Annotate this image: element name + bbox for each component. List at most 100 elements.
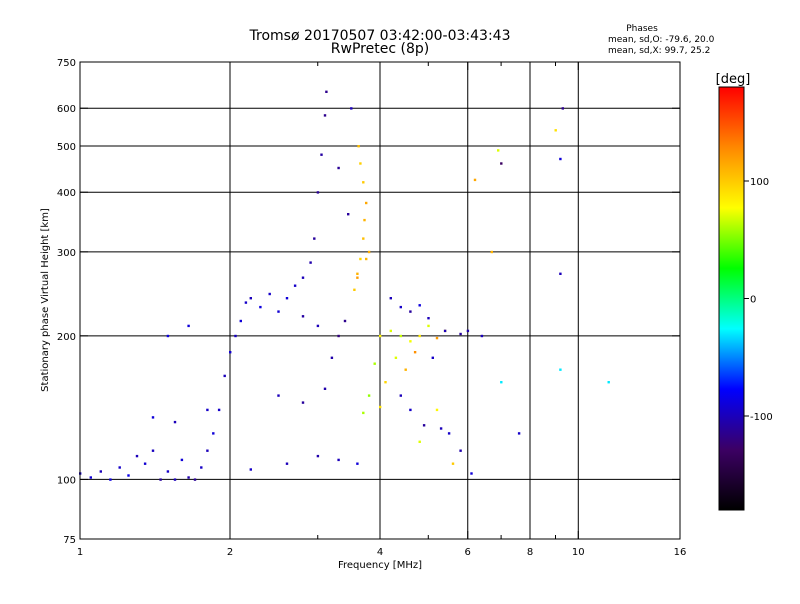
phase-stats-x: mean, sd,X: 99.7, 25.2 xyxy=(608,46,710,56)
data-point xyxy=(418,304,421,307)
colorbar-gradient xyxy=(718,86,745,511)
colorbar-tick-label: -100 xyxy=(750,412,773,423)
data-point xyxy=(323,114,327,117)
data-point xyxy=(356,272,359,275)
data-point xyxy=(554,129,557,132)
data-point xyxy=(404,368,407,371)
data-point xyxy=(337,166,340,170)
data-point xyxy=(353,288,356,291)
data-point xyxy=(607,381,610,384)
data-point xyxy=(316,191,320,194)
data-point xyxy=(337,458,340,462)
data-point xyxy=(451,462,455,465)
data-point xyxy=(229,351,232,354)
data-point xyxy=(418,334,421,338)
x-tick-label: 2 xyxy=(227,547,233,558)
data-point xyxy=(362,411,365,415)
data-point xyxy=(223,374,226,378)
data-point xyxy=(244,301,248,304)
data-point xyxy=(399,394,402,397)
data-point xyxy=(109,478,112,481)
data-point xyxy=(473,178,477,182)
data-point xyxy=(249,297,252,300)
data-point xyxy=(422,424,426,427)
x-tick-label: 4 xyxy=(377,547,383,558)
colorbar-tick-label: 100 xyxy=(750,177,769,188)
x-tick-label: 8 xyxy=(527,547,533,558)
data-point xyxy=(427,317,430,320)
data-point xyxy=(365,257,368,261)
grid-lines xyxy=(80,62,680,539)
x-axis-label: Frequency [MHz] xyxy=(338,560,422,571)
y-tick-label: 750 xyxy=(57,58,76,69)
data-point xyxy=(439,427,443,430)
data-point xyxy=(470,472,473,475)
data-point xyxy=(435,408,439,412)
data-point xyxy=(293,284,297,287)
data-point xyxy=(212,432,215,435)
data-point xyxy=(384,381,387,384)
data-point xyxy=(490,250,493,254)
data-point xyxy=(365,201,368,205)
data-point xyxy=(559,157,562,161)
data-point xyxy=(330,356,334,359)
data-point xyxy=(367,250,371,254)
data-point xyxy=(187,324,190,328)
data-point xyxy=(356,462,359,465)
data-point xyxy=(459,332,462,336)
data-point xyxy=(559,272,562,275)
data-point xyxy=(480,334,484,338)
colorbar-label: [deg] xyxy=(716,72,751,87)
data-point xyxy=(379,334,382,338)
data-point xyxy=(173,478,177,481)
data-point xyxy=(127,474,130,477)
data-point xyxy=(561,107,564,110)
y-tick-label: 400 xyxy=(57,188,76,199)
y-axis-label: Stationary phase Virtual Height [km] xyxy=(40,208,51,392)
axis-ticks: 1 2 4 6 8 10 16 75 100 200 300 400 500 600 750 xyxy=(57,58,686,558)
data-point xyxy=(409,408,412,412)
data-point xyxy=(459,449,462,452)
y-tick-label: 300 xyxy=(57,248,76,259)
data-point xyxy=(500,162,503,165)
data-point xyxy=(413,351,417,354)
y-tick-label: 75 xyxy=(63,535,76,546)
data-point xyxy=(399,334,402,338)
y-tick-label: 600 xyxy=(57,104,76,115)
data-point xyxy=(443,329,447,333)
x-tick-label: 1 xyxy=(77,547,83,558)
data-point xyxy=(362,237,365,240)
data-point xyxy=(313,237,316,240)
x-tick-label: 16 xyxy=(674,547,687,558)
data-point xyxy=(118,466,121,469)
data-point xyxy=(359,257,362,261)
data-point xyxy=(206,449,209,452)
data-point xyxy=(431,356,434,359)
data-point xyxy=(394,356,398,359)
data-point xyxy=(325,90,328,93)
chart-subtitle: RwPretec (8p) xyxy=(331,41,429,57)
data-point xyxy=(277,394,280,397)
data-points xyxy=(79,90,610,481)
data-point xyxy=(350,107,353,110)
data-point xyxy=(268,292,271,296)
data-point xyxy=(259,305,262,309)
data-point xyxy=(200,466,203,469)
data-point xyxy=(359,162,362,165)
data-point xyxy=(373,362,376,365)
data-point xyxy=(363,218,366,222)
data-point xyxy=(357,145,360,148)
data-point xyxy=(135,454,139,458)
data-point xyxy=(99,470,102,473)
data-point xyxy=(193,478,197,481)
data-point xyxy=(316,324,320,328)
data-point xyxy=(517,432,521,435)
data-point xyxy=(435,336,439,340)
data-point xyxy=(143,462,147,465)
colorbar-tick-label: 0 xyxy=(750,295,756,306)
phase-colorbar: 100 0 -100 xyxy=(718,86,773,511)
data-point xyxy=(180,458,184,462)
data-point xyxy=(379,405,382,409)
phase-stats-o: mean, sd,O: -79.6, 20.0 xyxy=(608,35,715,45)
